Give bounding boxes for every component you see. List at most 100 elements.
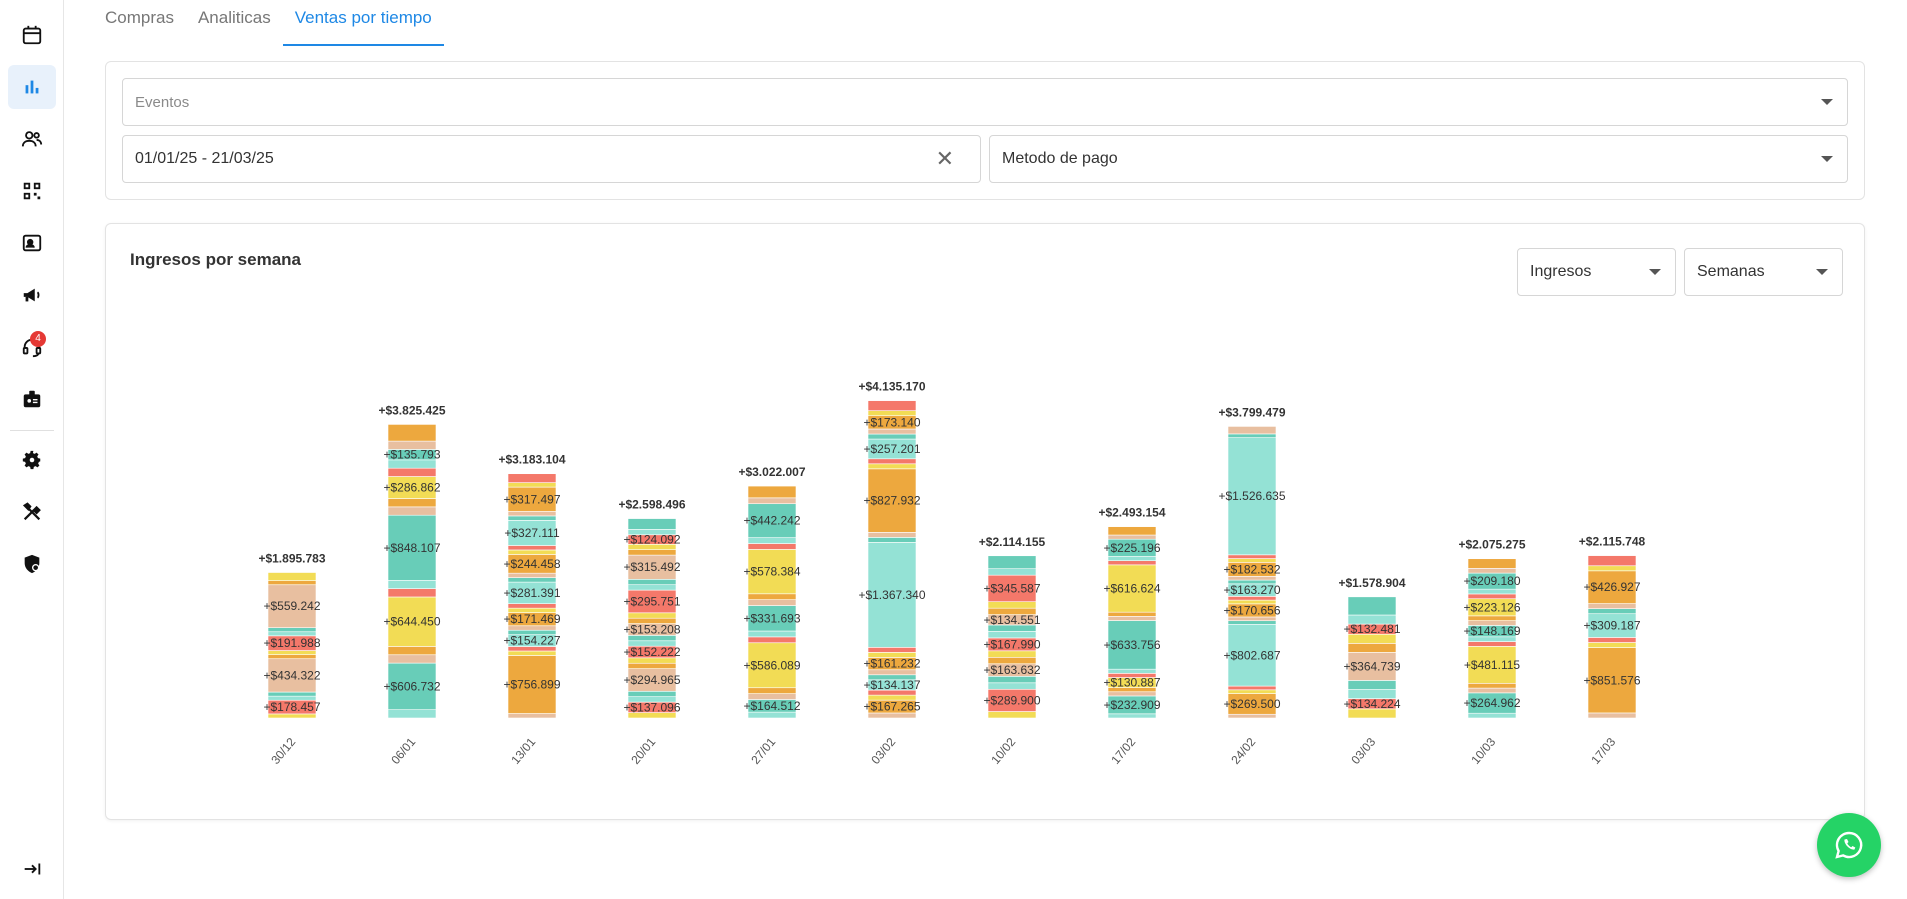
bar-segment (1227, 426, 1277, 435)
bar-segment (507, 511, 557, 517)
sidebar-item-support[interactable]: 4 (8, 325, 56, 369)
bar-segment (1467, 558, 1517, 569)
segment-value-label: +$633.756 (1103, 638, 1160, 652)
whatsapp-button[interactable] (1817, 813, 1881, 877)
filters-card: Eventos 01/01/25 - 21/03/25 ✕ Metodo de … (105, 61, 1865, 200)
bar-segment (1107, 620, 1157, 670)
bar-segment (387, 662, 437, 710)
bar-segment (507, 650, 557, 656)
bar-segment (267, 713, 317, 719)
segment-value-label: +$294.965 (623, 673, 680, 687)
segment-value-label: +$315.492 (623, 560, 680, 574)
x-tick-label: 30/12 (268, 735, 298, 767)
bar-segment (1587, 637, 1637, 643)
bar-segment (507, 549, 557, 555)
bar-segment (1587, 603, 1637, 609)
bar-segment (1107, 526, 1157, 536)
admin-shield-icon (24, 554, 40, 574)
chevron-down-icon (1821, 156, 1833, 162)
events-select[interactable]: Eventos (122, 78, 1848, 126)
sidebar-item-contacts[interactable] (8, 221, 56, 265)
bar-segment (747, 543, 797, 550)
segment-value-label: +$286.862 (383, 481, 440, 495)
sidebar-item-users[interactable] (8, 117, 56, 161)
bar-segment (627, 690, 677, 697)
x-tick-label: 10/02 (988, 735, 1018, 767)
segment-value-label: +$578.384 (743, 565, 800, 579)
segment-value-label: +$616.624 (1103, 582, 1160, 596)
segment-value-label: +$264.962 (1463, 696, 1520, 710)
bar-segment (747, 642, 797, 689)
period-select[interactable]: Semanas (1684, 248, 1843, 296)
tab-analiticas[interactable]: Analiticas (197, 8, 271, 27)
bar-segment (987, 682, 1037, 690)
bar-total-label: +$3.022.007 (738, 465, 805, 479)
metric-select[interactable]: Ingresos (1517, 248, 1676, 296)
segment-value-label: +$167.265 (863, 700, 920, 714)
segment-value-label: +$426.927 (1583, 580, 1640, 594)
bar-segment (1587, 570, 1637, 604)
sidebar: 4 (0, 0, 64, 899)
bar-segment (1227, 624, 1277, 687)
x-tick-label: 27/01 (748, 735, 778, 767)
sidebar-item-admin[interactable] (8, 542, 56, 586)
sidebar-collapse-button[interactable] (8, 847, 56, 891)
bar-segment (1587, 565, 1637, 572)
bar-segment (507, 482, 557, 488)
payment-method-select[interactable]: Metodo de pago (989, 135, 1848, 183)
date-range-input[interactable]: 01/01/25 - 21/03/25 ✕ (122, 135, 981, 183)
bar-segment (747, 497, 797, 505)
segment-value-label: +$331.693 (743, 611, 800, 625)
sidebar-item-calendar[interactable] (8, 13, 56, 57)
bar-segment (1227, 685, 1277, 691)
segment-value-label: +$827.932 (863, 494, 920, 508)
sidebar-item-campaigns[interactable] (8, 273, 56, 317)
segment-value-label: +$124.092 (623, 533, 680, 547)
tab-compras[interactable]: Compras (105, 8, 174, 27)
bar-segment (267, 654, 317, 660)
bar-segment (507, 655, 557, 714)
bar-segment (1467, 615, 1517, 621)
contact-card-icon (22, 234, 42, 252)
bar-segment (987, 711, 1037, 719)
bar-segment (387, 506, 437, 516)
bar-segment (387, 424, 437, 442)
bar-segment (387, 709, 437, 719)
collapse-icon (24, 863, 41, 875)
x-tick-label: 24/02 (1228, 735, 1258, 767)
x-tick-label: 06/01 (388, 735, 418, 767)
segment-value-label: +$135.793 (383, 448, 440, 462)
bar-segment (267, 584, 317, 628)
tools-icon (22, 502, 41, 521)
bar-segment (507, 520, 557, 546)
bar-segment (1467, 687, 1517, 694)
segment-value-label: +$137.096 (623, 700, 680, 714)
sidebar-item-analytics[interactable] (8, 65, 56, 109)
segment-value-label: +$134.137 (863, 678, 920, 692)
segment-value-label: +$154.227 (503, 634, 560, 648)
bar-segment (867, 537, 917, 543)
x-tick-label: 03/03 (1348, 735, 1378, 767)
bar-segment (1107, 611, 1157, 617)
qr-code-icon (23, 182, 41, 200)
sidebar-item-badge[interactable] (8, 377, 56, 421)
bar-segment (1347, 596, 1397, 616)
bar-segment (867, 532, 917, 538)
sidebar-item-qr[interactable] (8, 169, 56, 213)
bar-total-label: +$2.075.275 (1458, 538, 1525, 552)
bar-segment (747, 549, 797, 595)
bar-total-label: +$4.135.170 (858, 380, 925, 394)
bar-segment (627, 549, 677, 556)
bar-total-label: +$1.895.783 (258, 552, 325, 566)
bar-total-label: +$3.799.479 (1218, 405, 1285, 419)
bar-segment (1467, 593, 1517, 600)
clear-icon[interactable]: ✕ (935, 146, 954, 171)
bar-segment (1227, 554, 1277, 559)
segment-value-label: +$1.367.340 (858, 588, 925, 602)
bar-segment (627, 662, 677, 669)
sidebar-item-settings[interactable] (8, 438, 56, 482)
sidebar-item-tools[interactable] (8, 490, 56, 534)
segment-value-label: +$163.632 (983, 663, 1040, 677)
tab-ventas-por-tiempo[interactable]: Ventas por tiempo (282, 0, 444, 46)
users-icon (21, 131, 43, 147)
